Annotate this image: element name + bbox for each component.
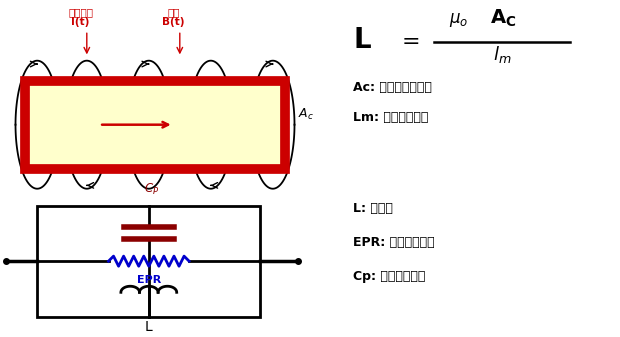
Text: L: 电感值: L: 电感值 xyxy=(353,203,393,215)
Text: $\mathbf{L}$: $\mathbf{L}$ xyxy=(353,26,372,55)
Text: Ac: 电流环路截面结: Ac: 电流环路截面结 xyxy=(353,81,432,94)
Text: $\mathbf{A_C}$: $\mathbf{A_C}$ xyxy=(490,7,516,29)
Text: 交流电流: 交流电流 xyxy=(68,7,93,17)
Text: EPR: 等效并联电阻: EPR: 等效并联电阻 xyxy=(353,236,435,249)
Text: Cp: 等效并联电感: Cp: 等效并联电感 xyxy=(353,270,426,283)
Text: I(t): I(t) xyxy=(71,17,90,27)
Bar xyxy=(25,81,285,168)
Text: 磁场: 磁场 xyxy=(167,7,180,17)
Text: $A_c$: $A_c$ xyxy=(298,107,314,122)
Text: L: L xyxy=(145,320,153,334)
Text: $l_m$: $l_m$ xyxy=(493,44,512,65)
Text: $\mu_o$: $\mu_o$ xyxy=(449,11,468,29)
Text: EPR: EPR xyxy=(136,275,161,285)
Text: Lm: 电流环路周长: Lm: 电流环路周长 xyxy=(353,112,429,124)
Text: $C_P$: $C_P$ xyxy=(144,182,159,197)
Text: $=$: $=$ xyxy=(397,30,419,51)
Bar xyxy=(37,206,260,317)
Text: B(t): B(t) xyxy=(162,17,185,27)
